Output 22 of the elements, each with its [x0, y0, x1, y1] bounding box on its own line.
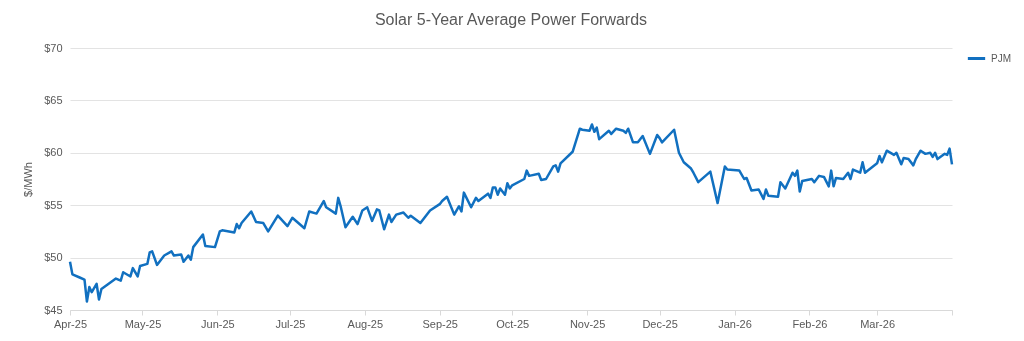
y-tick-label: $60: [44, 146, 63, 159]
y-tick-label: $45: [44, 303, 63, 316]
line-series: [68, 123, 954, 303]
x-tick-label: Jan-26: [718, 317, 752, 330]
y-tick-label: $65: [44, 93, 63, 106]
x-tick-label: May-25: [124, 317, 162, 330]
x-tick-label: Sep-25: [422, 317, 458, 330]
x-tick-label: Mar-26: [860, 317, 896, 330]
y-tick-label: $55: [44, 198, 63, 211]
chart-title: Solar 5-Year Average Power Forwards: [374, 11, 648, 28]
legend-label: PJM: [991, 52, 1011, 64]
y-axis-title: $/MWh: [22, 162, 35, 197]
x-tick-label: Aug-25: [347, 317, 384, 330]
y-tick-label: $70: [44, 41, 63, 54]
x-tick-label: Jul-25: [275, 317, 306, 330]
y-tick-label: $50: [44, 251, 63, 264]
x-tick-label: Nov-25: [569, 317, 606, 330]
x-tick-label: Dec-25: [642, 317, 678, 330]
x-tick-label: Feb-26: [792, 317, 828, 330]
x-tick-label: Apr-25: [53, 317, 88, 330]
x-tick-label: Jun-25: [201, 317, 235, 330]
x-tick-label: Oct-25: [496, 317, 530, 330]
